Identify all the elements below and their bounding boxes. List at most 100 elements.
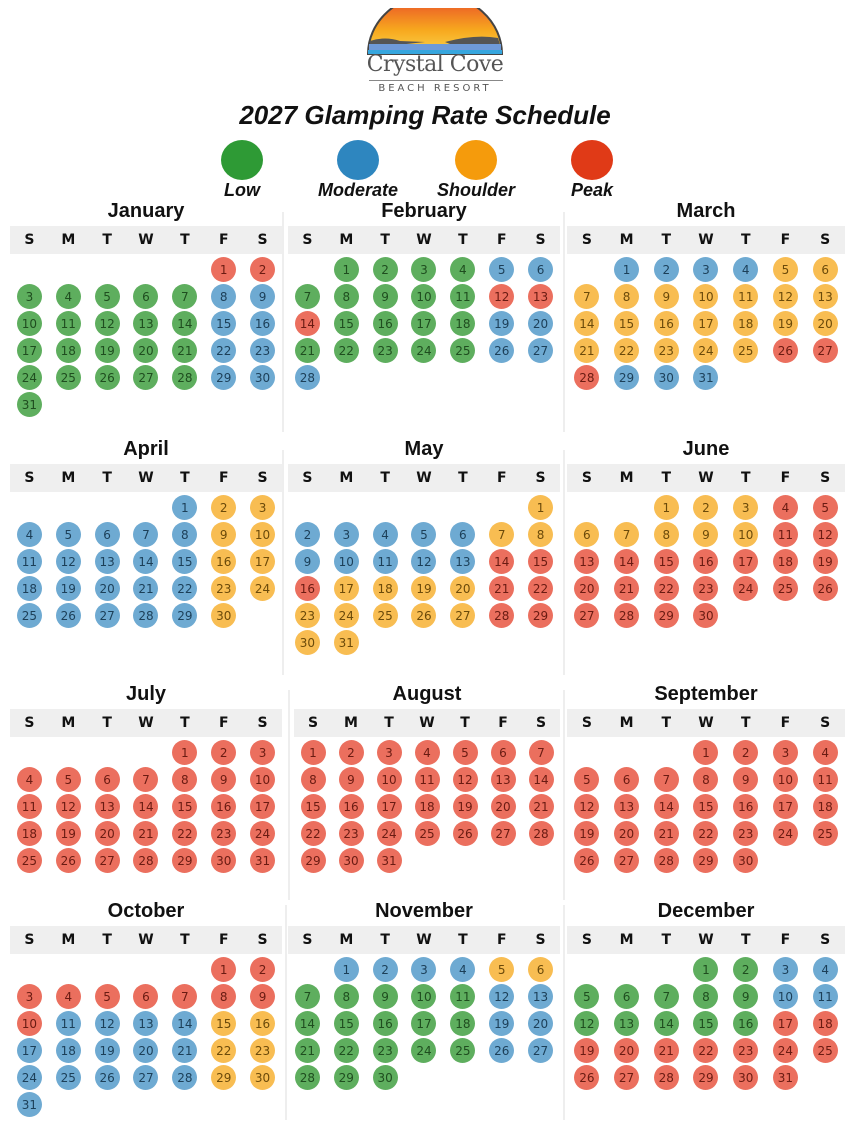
day-3: 3 [411,257,437,282]
day-25: 25 [16,848,42,873]
day-26: 26 [55,603,81,628]
weekday-label: S [257,470,268,486]
day-4: 4 [55,984,81,1009]
day-11: 11 [450,284,476,309]
day-24: 24 [693,338,719,363]
day-6: 6 [574,522,600,547]
divider [563,905,565,1120]
day-1: 1 [211,257,237,282]
day-15: 15 [528,549,554,574]
empty-cell [405,494,444,521]
month-november: November S M T W T F S 1 2 3 4 5 6 7 8 9 10 11 12 13 14 15 16 17… [288,898,560,1091]
weekday-label: W [416,232,432,248]
day-9: 9 [294,549,320,574]
day-9: 9 [733,767,759,792]
weekday-label: T [380,232,390,248]
day-7: 7 [489,522,515,547]
day-4: 4 [55,284,81,309]
day-1: 1 [693,957,719,982]
day-2: 2 [733,957,759,982]
weekday-label: S [257,232,268,248]
weekday-label: S [24,470,35,486]
weekday-label: S [581,932,592,948]
day-20: 20 [574,576,600,601]
day-25: 25 [733,338,759,363]
day-25: 25 [812,1038,838,1063]
day-28: 28 [294,1065,320,1090]
day-26: 26 [574,848,600,873]
day-28: 28 [133,603,159,628]
day-7: 7 [133,522,159,547]
day-15: 15 [333,1011,359,1036]
day-20: 20 [133,1038,159,1063]
empty-cell [567,256,607,283]
day-16: 16 [372,311,398,336]
day-28: 28 [653,848,679,873]
day-9: 9 [693,522,719,547]
day-12: 12 [94,311,120,336]
day-19: 19 [452,794,478,819]
weekday-label: S [302,232,313,248]
day-10: 10 [693,284,719,309]
day-30: 30 [211,848,237,873]
empty-cell [443,494,482,521]
day-28: 28 [172,365,198,390]
day-15: 15 [614,311,640,336]
day-25: 25 [414,821,440,846]
day-10: 10 [772,767,798,792]
day-4: 4 [414,740,440,765]
weekday-label: M [339,232,354,248]
weekday-label: W [698,932,714,948]
day-5: 5 [94,284,120,309]
day-8: 8 [333,984,359,1009]
day-26: 26 [772,338,798,363]
weekday-label: W [138,470,154,486]
empty-cell [127,956,166,983]
weekday-label: M [344,715,358,731]
day-1: 1 [333,257,359,282]
day-30: 30 [372,1065,398,1090]
day-29: 29 [528,603,554,628]
weekday-label: T [102,232,112,248]
empty-cell [607,956,647,983]
day-31: 31 [16,392,42,417]
month-title: February [381,200,467,222]
day-31: 31 [16,1092,42,1117]
empty-cell [88,956,127,983]
day-6: 6 [490,740,516,765]
day-11: 11 [372,549,398,574]
day-13: 13 [94,549,120,574]
day-18: 18 [812,794,838,819]
day-18: 18 [450,1011,476,1036]
empty-cell [288,256,327,283]
day-1: 1 [693,740,719,765]
day-25: 25 [55,1065,81,1090]
empty-cell [366,494,405,521]
day-9: 9 [338,767,364,792]
day-6: 6 [528,257,554,282]
day-15: 15 [653,549,679,574]
day-2: 2 [653,257,679,282]
day-2: 2 [338,740,364,765]
day-14: 14 [614,549,640,574]
day-15: 15 [693,794,719,819]
month-january: January S M T W T F S 1 2 3 4 5 6 7 8 9 10 11 12 13 14 15 16 17 1… [10,198,282,418]
day-20: 20 [94,821,120,846]
weekday-label: S [535,932,546,948]
month-title: October [107,900,185,922]
empty-cell [49,256,88,283]
day-9: 9 [372,284,398,309]
day-4: 4 [812,957,838,982]
day-5: 5 [772,257,798,282]
weekday-label: S [535,715,547,731]
day-24: 24 [772,821,798,846]
day-15: 15 [211,311,237,336]
day-10: 10 [411,984,437,1009]
day-25: 25 [450,338,476,363]
month-title: December [657,900,755,922]
day-18: 18 [450,311,476,336]
day-11: 11 [450,984,476,1009]
